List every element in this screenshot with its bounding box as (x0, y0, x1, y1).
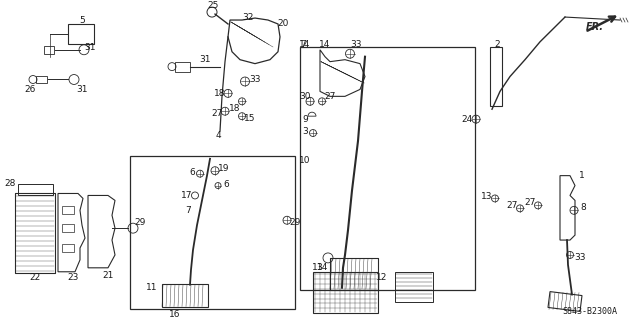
Text: 7: 7 (185, 206, 191, 215)
Bar (175, 62, 190, 72)
Text: 22: 22 (29, 273, 41, 282)
Text: 26: 26 (24, 85, 36, 94)
Text: 14: 14 (319, 40, 330, 49)
Text: 2: 2 (494, 40, 500, 49)
Text: 27: 27 (507, 201, 517, 210)
Text: 8: 8 (580, 203, 586, 212)
Text: 6: 6 (223, 180, 229, 189)
Bar (62, 224, 74, 232)
Text: S843-B2300A: S843-B2300A (563, 307, 618, 316)
Text: 28: 28 (4, 179, 16, 188)
Text: FR.: FR. (586, 22, 604, 32)
Text: 11: 11 (312, 263, 323, 272)
Text: 7: 7 (300, 40, 306, 49)
Bar (313, 272, 378, 313)
Bar (330, 258, 378, 290)
Bar (68, 24, 94, 44)
Text: 21: 21 (102, 271, 114, 280)
Bar (300, 47, 475, 290)
Text: 3: 3 (302, 126, 308, 136)
Bar (15, 194, 55, 273)
Text: 6: 6 (189, 168, 195, 177)
Text: 31: 31 (84, 43, 96, 52)
Text: 29: 29 (289, 218, 300, 227)
Text: 31: 31 (199, 55, 211, 64)
Bar (395, 272, 433, 301)
Text: 33: 33 (574, 253, 586, 262)
Text: 16: 16 (169, 310, 181, 319)
Bar (62, 206, 74, 214)
Text: 31: 31 (77, 85, 88, 94)
Text: 11: 11 (146, 283, 158, 292)
Text: 27: 27 (211, 109, 223, 118)
Text: 1: 1 (579, 171, 585, 180)
Bar (490, 47, 502, 106)
Text: 29: 29 (135, 218, 145, 227)
Text: 10: 10 (299, 156, 311, 165)
Text: 4: 4 (215, 132, 221, 140)
Bar (162, 284, 208, 308)
Text: 33: 33 (350, 40, 362, 49)
Text: 33: 33 (249, 75, 261, 84)
Text: 5: 5 (79, 16, 85, 25)
Text: 17: 17 (181, 191, 193, 200)
Text: 34: 34 (316, 263, 328, 272)
Text: 18: 18 (229, 104, 241, 113)
Text: 14: 14 (299, 40, 311, 49)
Text: 24: 24 (461, 115, 473, 124)
Text: 20: 20 (278, 20, 288, 28)
Bar (44, 46, 54, 54)
Text: 9: 9 (302, 115, 308, 124)
Text: 19: 19 (218, 164, 230, 173)
Text: 12: 12 (376, 273, 388, 282)
Text: 25: 25 (207, 1, 219, 10)
Text: 18: 18 (214, 89, 226, 98)
Bar (36, 76, 47, 84)
Bar (62, 244, 74, 252)
Text: 32: 32 (242, 12, 254, 21)
Text: 27: 27 (524, 198, 536, 207)
Bar (130, 156, 295, 309)
Text: 13: 13 (481, 192, 493, 201)
Text: 30: 30 (299, 92, 311, 101)
Bar (18, 184, 53, 196)
Text: 27: 27 (324, 92, 336, 101)
Text: 23: 23 (68, 273, 78, 282)
Text: 15: 15 (244, 114, 256, 123)
